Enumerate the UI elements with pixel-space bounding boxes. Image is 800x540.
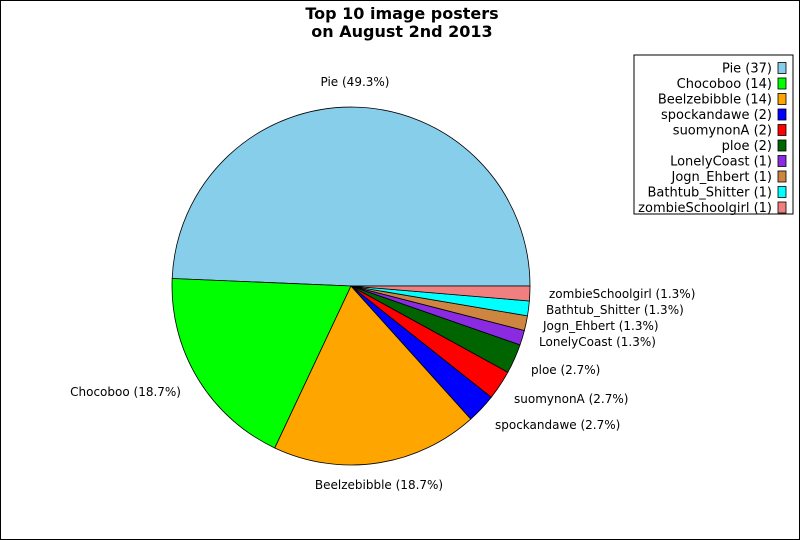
slice-zombieschoolgirl xyxy=(350,285,531,302)
slice-label-zombieschoolgirl: zombieSchoolgirl (1.3%) xyxy=(549,287,695,301)
slice-pie xyxy=(171,106,531,287)
legend: Pie (37)Chocoboo (14)Beelzebibble (14)sp… xyxy=(633,54,794,216)
legend-swatch-chocoboo xyxy=(777,77,787,90)
pie-slices xyxy=(171,106,531,466)
legend-swatch-jogn-ehbert xyxy=(777,170,787,183)
legend-label-spockandawe: spockandawe (2) xyxy=(661,108,772,123)
slice-label-suomynona: suomynonA (2.7%) xyxy=(514,392,628,406)
slice-label-jogn-ehbert: Jogn_Ehbert (1.3%) xyxy=(542,319,659,333)
slice-label-beelzebibble: Beelzebibble (18.7%) xyxy=(315,478,443,492)
legend-label-ploe: ploe (2) xyxy=(722,139,772,154)
legend-label-lonelycoast: LonelyCoast (1) xyxy=(670,155,772,170)
chart-title-line-1: Top 10 image posters xyxy=(305,4,498,23)
legend-swatch-beelzebibble xyxy=(777,93,787,105)
slice-labels: Pie (49.3%) Chocoboo (18.7%) Beelzebibble … xyxy=(70,75,695,492)
legend-label-bathtub-shitter: Bathtub_Shitter (1) xyxy=(648,186,773,201)
legend-label-chocoboo: Chocoboo (14) xyxy=(677,77,772,92)
slice-label-spockandawe: spockandawe (2.7%) xyxy=(495,418,620,432)
legend-swatch-spockandawe xyxy=(777,108,787,121)
legend-label-zombieschoolgirl: zombieSchoolgirl (1) xyxy=(638,201,772,216)
legend-label-suomynona: suomynonA (2) xyxy=(673,124,772,139)
legend-swatch-ploe xyxy=(777,139,787,152)
legend-label-pie: Pie (37) xyxy=(722,62,772,77)
legend-box xyxy=(633,54,794,215)
legend-label-jogn-ehbert: Jogn_Ehbert (1) xyxy=(671,170,772,185)
legend-swatch-zombieschoolgirl xyxy=(777,201,787,214)
slice-chocoboo xyxy=(171,278,352,449)
slice-label-lonelycoast: LonelyCoast (1.3%) xyxy=(539,335,656,349)
legend-swatch-lonelycoast xyxy=(777,155,787,167)
slice-label-chocoboo: Chocoboo (18.7%) xyxy=(70,385,181,399)
chart-title-line-2: on August 2nd 2013 xyxy=(311,22,492,41)
legend-swatch-pie xyxy=(777,62,787,74)
slice-beelzebibble xyxy=(274,285,472,466)
slice-label-bathtub-shitter: Bathtub_Shitter (1.3%) xyxy=(546,303,684,317)
slice-label-ploe: ploe (2.7%) xyxy=(531,363,600,377)
legend-swatch-bathtub-shitter xyxy=(777,186,787,198)
legend-label-beelzebibble: Beelzebibble (14) xyxy=(658,93,772,108)
legend-swatch-suomynona xyxy=(777,124,787,136)
slice-label-pie: Pie (49.3%) xyxy=(321,75,390,89)
